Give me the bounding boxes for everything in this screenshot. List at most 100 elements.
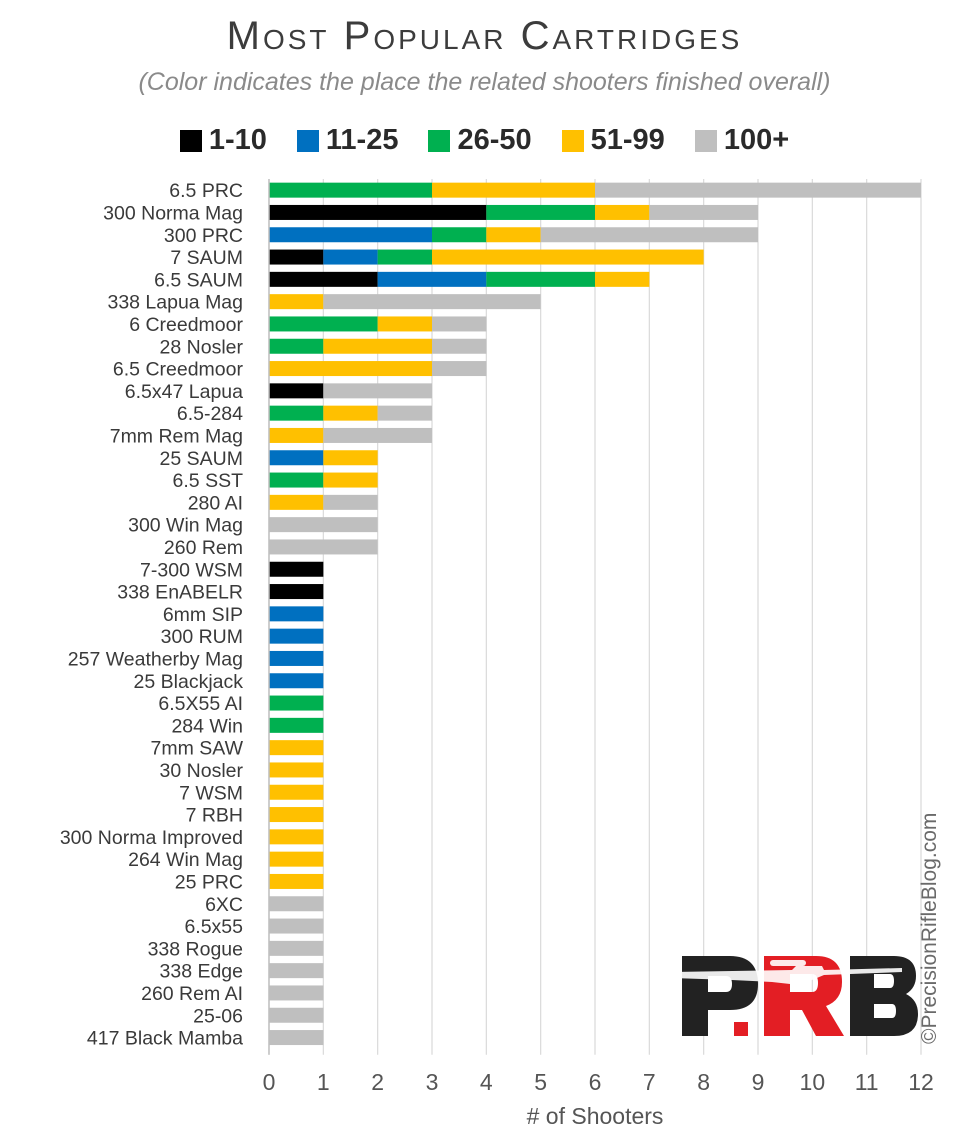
chart-subtitle: (Color indicates the place the related s… — [138, 68, 831, 96]
bar-segment — [323, 383, 432, 399]
logo-letter-b — [850, 956, 918, 1036]
category-label: 257 Weatherby Mag — [68, 648, 243, 670]
bar-segment — [432, 361, 487, 377]
bar-segment — [269, 628, 324, 644]
x-tick-label: 10 — [800, 1069, 826, 1095]
category-label: 6.5x47 Lapua — [125, 381, 243, 403]
category-label: 25 Blackjack — [134, 671, 244, 693]
bar-segment — [486, 204, 595, 220]
prb-logo — [672, 956, 918, 1036]
bar-segment — [269, 294, 324, 310]
legend-item: 11-25 — [296, 124, 399, 157]
legend-item: 26-50 — [428, 124, 532, 157]
bar-segment — [269, 740, 324, 756]
bar-segment — [269, 717, 324, 733]
category-label: 417 Black Mamba — [87, 1028, 243, 1050]
bar-segment — [269, 338, 324, 354]
bar-segment — [269, 361, 432, 377]
legend-swatch — [296, 129, 319, 152]
bar-segment — [486, 271, 595, 287]
bar-segment — [269, 316, 378, 332]
bar-segment — [377, 249, 432, 265]
bar-segment — [269, 673, 324, 689]
bar-segment — [323, 249, 378, 265]
bar-segment — [432, 316, 487, 332]
category-label: 284 Win — [171, 715, 243, 737]
x-tick-label: 12 — [908, 1069, 934, 1095]
bar-segment — [269, 606, 324, 622]
category-label: 6mm SIP — [163, 604, 243, 626]
category-label: 7mm SAW — [151, 738, 244, 760]
category-label: 300 Win Mag — [128, 515, 243, 537]
bar-segment — [269, 584, 324, 600]
bar-segment — [269, 851, 324, 867]
bar-segment — [269, 249, 324, 265]
bar-segment — [323, 294, 541, 310]
x-axis-title: # of Shooters — [527, 1103, 664, 1129]
chart-title: Most Popular Cartridges — [226, 14, 743, 58]
x-tick-label: 0 — [263, 1069, 276, 1095]
x-tick-label: 11 — [855, 1069, 879, 1095]
category-label: 280 AI — [188, 492, 243, 514]
legend-swatch — [561, 129, 584, 152]
category-label: 300 PRC — [164, 225, 243, 247]
x-tick-label: 2 — [371, 1069, 384, 1095]
bar-segment — [269, 762, 324, 778]
logo-scope — [770, 960, 806, 966]
legend-label: 100+ — [723, 124, 790, 156]
category-label: 338 EnABELR — [117, 582, 243, 604]
bar-segment — [269, 695, 324, 711]
bar-segment — [269, 1030, 324, 1046]
bar-segment — [323, 405, 378, 421]
bar-segment — [323, 427, 432, 443]
category-label: 6.5 PRC — [169, 180, 243, 202]
category-label: 25-06 — [193, 1005, 243, 1027]
bar-segment — [323, 450, 378, 466]
x-tick-label: 4 — [480, 1069, 493, 1095]
category-label: 6.5 SAUM — [154, 269, 243, 291]
category-label: 25 SAUM — [160, 448, 243, 470]
category-label: 7mm Rem Mag — [110, 425, 243, 447]
logo-dot — [734, 1022, 748, 1036]
category-label: 264 Win Mag — [128, 849, 243, 871]
category-label: 338 Edge — [160, 961, 244, 983]
bar-segment — [595, 182, 921, 198]
category-label: 260 Rem AI — [141, 983, 243, 1005]
bar-segment — [269, 985, 324, 1001]
bar-segment — [323, 494, 378, 510]
bar-segment — [269, 204, 487, 220]
x-tick-label: 3 — [426, 1069, 439, 1095]
category-label: 6.5-284 — [177, 403, 243, 425]
bar-segment — [269, 784, 324, 800]
bar-segment — [269, 873, 324, 889]
x-tick-label: 6 — [589, 1069, 602, 1095]
category-label: 300 Norma Mag — [103, 202, 243, 224]
category-label: 6.5 Creedmoor — [113, 359, 244, 381]
category-label: 7 RBH — [186, 805, 243, 827]
bar-segment — [269, 807, 324, 823]
legend-item: 51-99 — [561, 124, 665, 157]
legend-label: 11-25 — [325, 124, 399, 156]
category-label: 6 Creedmoor — [129, 314, 243, 336]
bar-segment — [432, 338, 487, 354]
category-label: 6XC — [205, 894, 243, 916]
legend-swatch — [694, 129, 717, 152]
bar-segment — [649, 204, 758, 220]
legend-label: 51-99 — [590, 124, 665, 156]
category-label: 7 WSM — [179, 782, 243, 804]
x-tick-label: 8 — [697, 1069, 710, 1095]
bar-segment — [269, 227, 432, 243]
category-label: 6.5X55 AI — [158, 693, 243, 715]
bar-segment — [269, 494, 324, 510]
bar-segment — [269, 472, 324, 488]
bar-segment — [269, 561, 324, 577]
legend: 1-10 11-25 26-50 51-99 100+ — [0, 124, 969, 157]
bar-segment — [432, 249, 704, 265]
legend-swatch — [428, 129, 451, 152]
category-label: 300 Norma Improved — [60, 827, 243, 849]
bar-segment — [269, 940, 324, 956]
bar-segment — [269, 383, 324, 399]
bar-segment — [269, 539, 378, 555]
legend-item: 1-10 — [179, 124, 267, 157]
